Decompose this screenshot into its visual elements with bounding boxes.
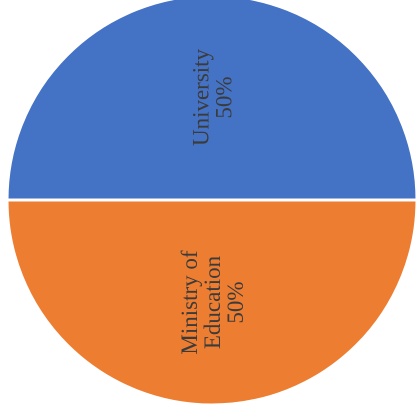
pie-labels: University50%Ministry ofEducation50%: [177, 48, 248, 354]
pie-slices: [5, 0, 417, 407]
slice-label-line: 50%: [223, 281, 248, 323]
pie-slice-2: [5, 198, 417, 407]
slice-label-line: Ministry of: [177, 250, 202, 354]
slice-label-line: 50%: [212, 76, 237, 118]
slice-label-line: Education: [200, 255, 225, 349]
slice-label-1: University50%: [189, 48, 237, 146]
pie-slice-1: [5, 0, 417, 202]
slice-label-line: University: [189, 48, 214, 146]
slice-label-2: Ministry ofEducation50%: [177, 250, 248, 354]
